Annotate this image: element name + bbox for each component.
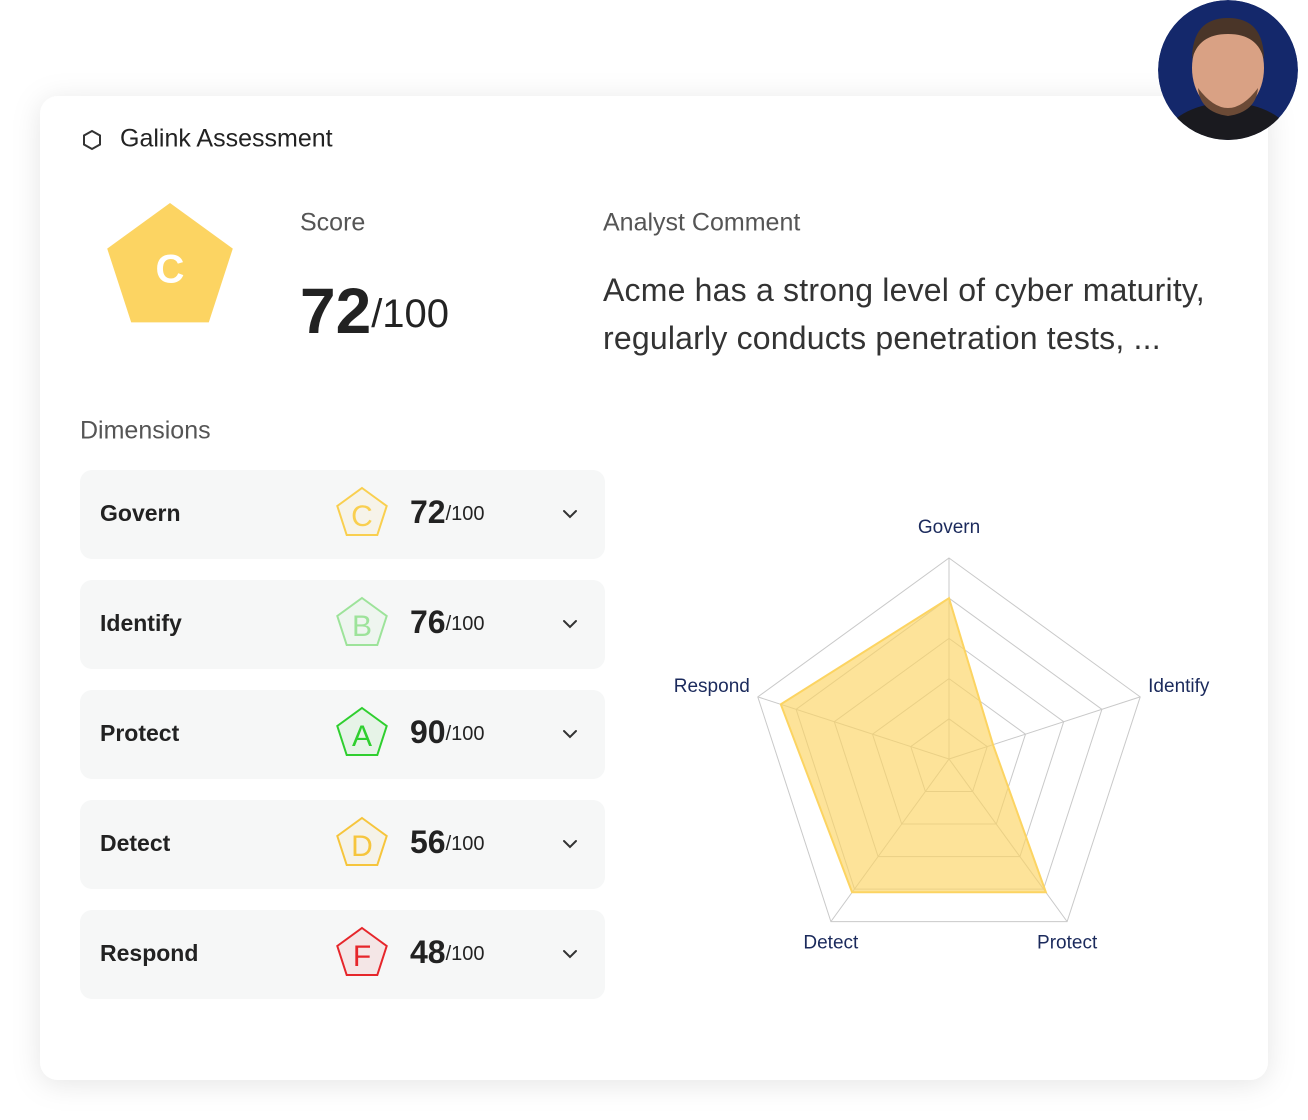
score-number: 72 bbox=[410, 494, 446, 530]
score-number: 48 bbox=[410, 934, 446, 970]
dimension-row[interactable]: Respond F 48/100 bbox=[80, 910, 605, 999]
analyst-comment: Acme has a strong level of cyber maturit… bbox=[603, 272, 1205, 356]
score-suffix: /100 bbox=[446, 613, 485, 635]
axis-label: Respond bbox=[674, 676, 750, 697]
score-suffix: /100 bbox=[371, 292, 449, 336]
dimension-score: 48/100 bbox=[410, 934, 485, 970]
score-suffix: /100 bbox=[446, 833, 485, 855]
axis-label: Identify bbox=[1148, 676, 1210, 697]
expand-chevron[interactable] bbox=[563, 730, 577, 739]
score-label: Score bbox=[300, 209, 365, 237]
dimension-score: 76/100 bbox=[410, 604, 485, 640]
grid-ring bbox=[757, 557, 1141, 923]
axis-label: Detect bbox=[803, 933, 859, 954]
dimensions-label: Dimensions bbox=[80, 417, 211, 445]
dimension-name: Govern bbox=[100, 500, 181, 526]
dimension-score: 90/100 bbox=[410, 714, 485, 750]
dimension-row[interactable]: Protect A 90/100 bbox=[80, 690, 605, 779]
score-suffix: /100 bbox=[446, 503, 485, 525]
grade-letter: A bbox=[352, 720, 372, 753]
score-suffix: /100 bbox=[446, 723, 485, 745]
score-number: 76 bbox=[410, 604, 446, 640]
grade-badge bbox=[336, 926, 388, 976]
grade-badge bbox=[336, 816, 388, 866]
row-background bbox=[80, 690, 605, 779]
expand-chevron[interactable] bbox=[563, 840, 577, 849]
expand-chevron[interactable] bbox=[563, 950, 577, 959]
score-number: 56 bbox=[410, 824, 446, 860]
dimension-score: 72/100 bbox=[410, 494, 485, 530]
grade-badge bbox=[336, 596, 388, 646]
dimension-score: 56/100 bbox=[410, 824, 485, 860]
dimension-name: Identify bbox=[100, 610, 182, 636]
expand-chevron[interactable] bbox=[563, 510, 577, 519]
grade-letter: C bbox=[351, 500, 373, 533]
logo-icon bbox=[83, 129, 101, 151]
row-background bbox=[80, 800, 605, 889]
dimension-name: Protect bbox=[100, 720, 180, 746]
expand-chevron[interactable] bbox=[563, 620, 577, 629]
row-background bbox=[80, 580, 605, 669]
radar-area bbox=[779, 596, 1048, 894]
score-number: 90 bbox=[410, 714, 446, 750]
row-background bbox=[80, 470, 605, 559]
dimension-row[interactable]: Identify B 76/100 bbox=[80, 580, 605, 669]
card-title: Galink Assessment bbox=[120, 125, 333, 153]
comment-label: Analyst Comment bbox=[603, 209, 800, 237]
axis-label: Protect bbox=[1037, 933, 1098, 954]
dimension-row[interactable]: Detect D 56/100 bbox=[80, 800, 605, 889]
dimension-row[interactable]: Govern C 72/100 bbox=[80, 470, 605, 559]
grade-badge bbox=[336, 706, 388, 756]
avatar[interactable] bbox=[1158, 0, 1298, 140]
dimension-name: Detect bbox=[100, 830, 171, 856]
axis-label: Govern bbox=[918, 517, 980, 538]
dimension-name: Respond bbox=[100, 940, 198, 966]
score-value: 72/100 bbox=[300, 275, 449, 347]
grade-letter: F bbox=[353, 940, 371, 973]
grade-letter: C bbox=[156, 248, 185, 292]
row-background bbox=[80, 910, 605, 999]
grade-badge bbox=[336, 486, 388, 536]
grade-badge bbox=[107, 203, 233, 323]
score-suffix: /100 bbox=[446, 943, 485, 965]
grade-letter: D bbox=[351, 830, 373, 863]
grade-letter: B bbox=[352, 610, 372, 643]
score-number: 72 bbox=[300, 275, 371, 347]
